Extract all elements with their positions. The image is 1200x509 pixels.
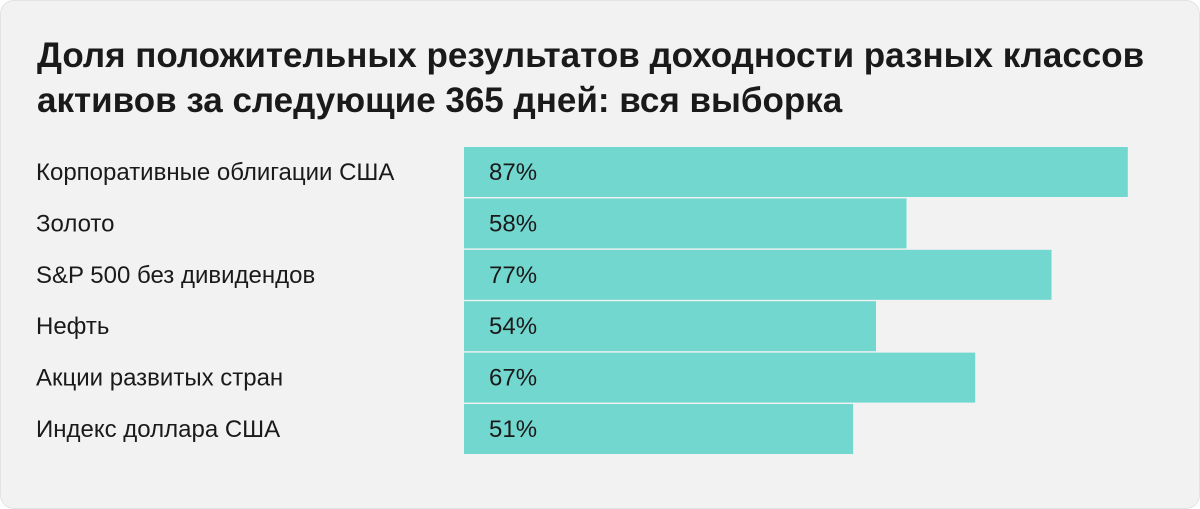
value-label: 58%	[489, 210, 537, 237]
category-labels: Корпоративные облигации США Золото S&P 500…	[36, 159, 394, 443]
category-label: Акции развитых стран	[36, 365, 283, 392]
category-label: Золото	[36, 210, 114, 237]
bar	[464, 198, 907, 249]
bars	[464, 147, 1128, 454]
value-label: 51%	[489, 416, 537, 443]
bar	[464, 147, 1128, 197]
category-label: Корпоративные облигации США	[36, 159, 394, 186]
bar	[464, 404, 854, 454]
category-label: Нефть	[36, 313, 109, 340]
category-label: Индекс доллара США	[36, 416, 280, 443]
chart-title: Доля положительных результатов доходност…	[37, 36, 1145, 120]
value-label: 87%	[489, 159, 537, 186]
bar	[464, 352, 976, 403]
value-labels: 87% 58% 77% 54% 67% 51%	[489, 159, 537, 443]
bar	[464, 249, 1052, 300]
value-label: 54%	[489, 313, 537, 340]
value-label: 67%	[489, 365, 537, 392]
bar	[464, 301, 877, 352]
category-label: S&P 500 без дивидендов	[36, 262, 315, 289]
value-label: 77%	[489, 262, 537, 289]
